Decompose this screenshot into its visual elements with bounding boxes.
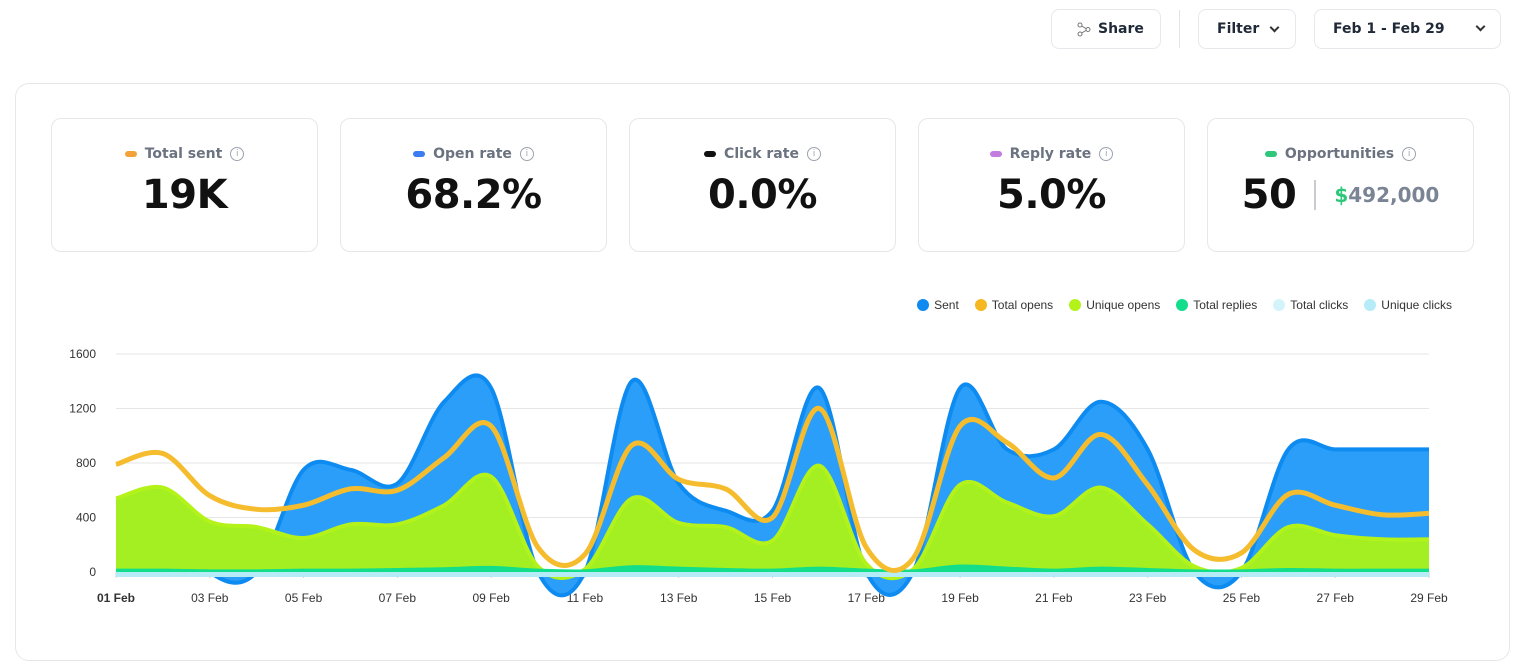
stat-value: 68.2% <box>405 172 542 218</box>
info-icon[interactable]: i <box>519 147 534 161</box>
stat-label: Reply rate <box>1009 146 1092 162</box>
legend-label: Total clicks <box>1290 298 1349 312</box>
color-dot <box>124 151 137 157</box>
legend-item[interactable]: Total clicks <box>1273 298 1348 312</box>
chart-legend: Sent Total opens Unique opens Total replies… <box>917 298 1452 312</box>
stat-card-open-rate: Open rate i 68.2% <box>340 118 607 252</box>
stat-value: 50 <box>1241 172 1297 218</box>
y-tick-label: 1600 <box>69 347 96 361</box>
info-icon[interactable]: i <box>1099 147 1114 161</box>
date-range-select[interactable]: Feb 1 - Feb 29 <box>1314 9 1501 49</box>
chevron-down-icon <box>1475 21 1486 32</box>
stat-label: Total sent <box>144 146 223 162</box>
legend-item[interactable]: Sent <box>917 298 959 312</box>
filter-label: Filter <box>1217 21 1260 37</box>
y-tick-label: 1200 <box>69 402 96 416</box>
series-line-total-opens <box>115 406 1430 573</box>
filter-button[interactable]: Filter <box>1198 9 1296 49</box>
stat-label: Click rate <box>724 146 799 162</box>
series-line-unique-opens <box>115 463 1430 580</box>
color-dot <box>413 151 426 157</box>
stat-label: Open rate <box>433 146 512 162</box>
legend-item[interactable]: Total replies <box>1176 298 1257 312</box>
x-tick-label: 21 Feb <box>1035 591 1073 605</box>
x-tick-label: 01 Feb <box>97 591 135 605</box>
amount-value: 492,000 <box>1348 183 1440 207</box>
color-dot <box>989 151 1002 157</box>
info-icon[interactable]: i <box>1402 147 1417 161</box>
info-icon[interactable]: i <box>230 147 245 161</box>
color-dot <box>704 151 717 157</box>
x-tick-label: 09 Feb <box>472 591 510 605</box>
legend-label: Unique opens <box>1086 298 1161 312</box>
legend-dot <box>917 299 930 311</box>
legend-dot <box>974 299 987 311</box>
stat-card-reply-rate: Reply rate i 5.0% <box>918 118 1185 252</box>
legend-dot <box>1273 299 1286 311</box>
x-tick-label: 25 Feb <box>1223 591 1261 605</box>
x-tick-label: 17 Feb <box>848 591 886 605</box>
x-tick-label: 29 Feb <box>1410 591 1448 605</box>
divider <box>1314 180 1317 210</box>
share-button[interactable]: Share <box>1051 9 1161 49</box>
stat-value: 5.0% <box>997 172 1106 218</box>
info-icon[interactable]: i <box>806 147 821 161</box>
stat-value: 0.0% <box>708 172 817 218</box>
currency-symbol: $ <box>1334 183 1349 207</box>
series-area-unique-opens <box>116 465 1429 579</box>
chart: 0 400 800 1200 1600 01 Feb 03 Feb 05 Feb 07 Feb 0… <box>69 347 1448 605</box>
stat-value: 19K <box>141 172 228 218</box>
stat-label: Opportunities <box>1284 146 1395 162</box>
legend-label: Total opens <box>991 298 1054 312</box>
series-area-unique-clicks <box>116 572 1429 577</box>
y-tick-label: 800 <box>76 456 96 470</box>
y-tick-label: 0 <box>89 565 96 579</box>
legend-item[interactable]: Unique clicks <box>1364 298 1452 312</box>
legend-label: Total replies <box>1193 298 1258 312</box>
date-range-label: Feb 1 - Feb 29 <box>1333 21 1445 37</box>
x-tick-label: 27 Feb <box>1317 591 1355 605</box>
color-dot <box>1264 151 1277 157</box>
legend-dot <box>1364 299 1377 311</box>
toolbar-divider <box>1179 10 1180 48</box>
stat-card-click-rate: Click rate i 0.0% <box>629 118 896 252</box>
chevron-down-icon <box>1269 22 1280 32</box>
legend-label: Unique clicks <box>1381 298 1452 312</box>
stat-card-opportunities: Opportunities i 50 $492,000 <box>1207 118 1474 252</box>
stat-card-total-sent: Total sent i 19K <box>51 118 318 252</box>
legend-dot <box>1069 299 1082 311</box>
legend-dot <box>1176 299 1189 311</box>
x-tick-label: 05 Feb <box>285 591 323 605</box>
x-tick-label: 15 Feb <box>754 591 792 605</box>
x-tick-label: 03 Feb <box>191 591 229 605</box>
x-tick-label: 13 Feb <box>660 591 698 605</box>
x-tick-label: 23 Feb <box>1129 591 1167 605</box>
analytics-panel <box>15 83 1510 661</box>
series-line-total-replies <box>115 564 1429 574</box>
legend-item[interactable]: Total opens <box>974 298 1054 312</box>
x-tick-label: 07 Feb <box>379 591 417 605</box>
x-tick-label: 19 Feb <box>941 591 979 605</box>
x-tick-label: 11 Feb <box>567 591 604 605</box>
opportunity-amount: $492,000 <box>1334 183 1439 207</box>
y-tick-label: 400 <box>76 511 96 525</box>
share-icon <box>1077 22 1091 36</box>
legend-label: Sent <box>934 298 959 312</box>
share-label: Share <box>1098 21 1144 37</box>
legend-item[interactable]: Unique opens <box>1069 298 1160 312</box>
